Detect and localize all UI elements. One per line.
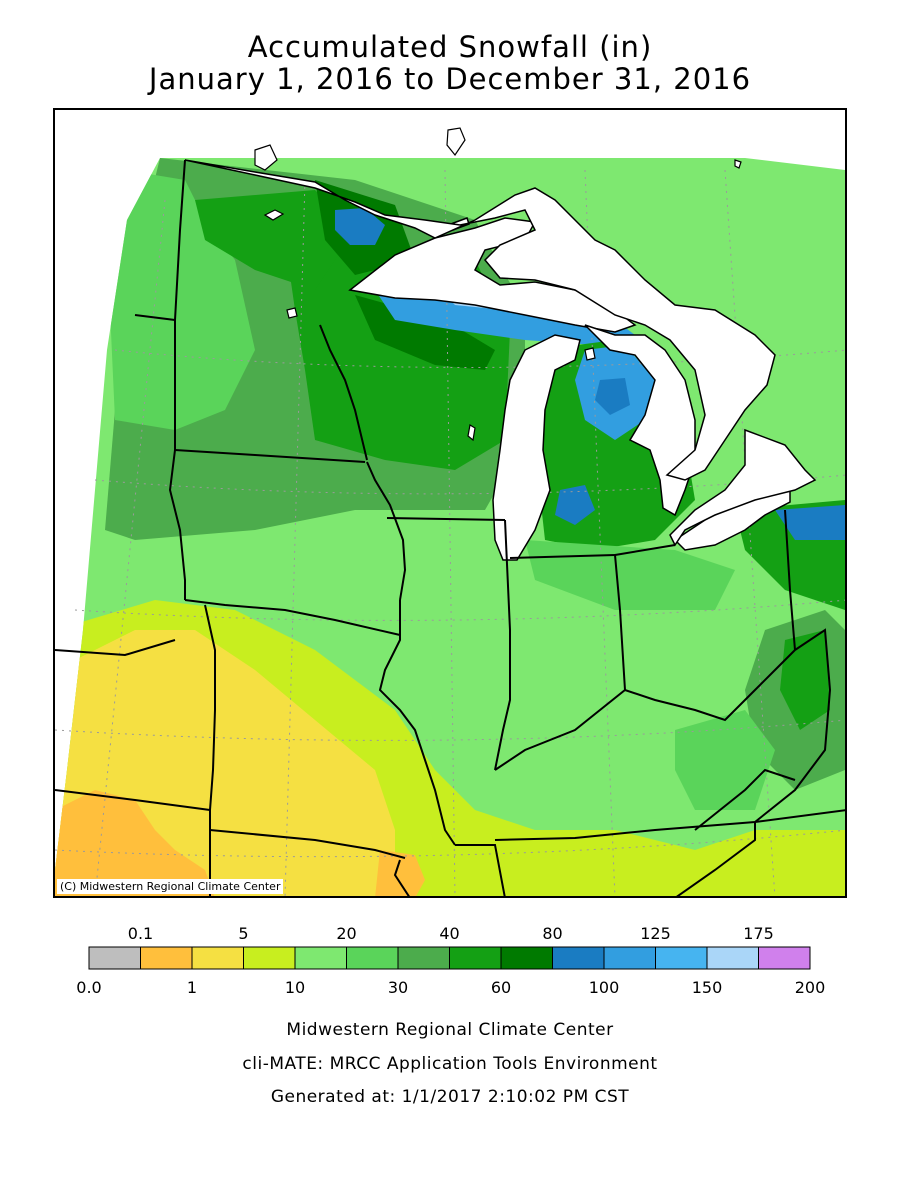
legend-top-labels: 0.1 5 20 40 80 125 175 — [128, 924, 774, 943]
color-legend: 0.1 5 20 40 80 125 175 0.0 1 10 30 60 100 150 200 — [76, 924, 825, 997]
border-wv-va — [754, 628, 832, 823]
legend-label: 175 — [743, 924, 774, 943]
footer-organization: Midwestern Regional Climate Center — [286, 1020, 614, 1040]
legend-swatch — [88, 946, 141, 970]
contour-1-5-kansas — [55, 790, 215, 896]
legend-swatch — [140, 946, 193, 970]
border-mo-bootheel — [393, 859, 410, 896]
legend-swatch — [346, 946, 399, 970]
lake-superior — [348, 217, 637, 333]
contour-60-80-wi-north — [355, 295, 495, 370]
map-title: Accumulated Snowfall (in) — [247, 30, 653, 64]
legend-label: 30 — [388, 978, 408, 997]
legend-label: 125 — [640, 924, 671, 943]
border-nebraska-sd — [55, 639, 176, 657]
legend-swatch — [552, 946, 605, 970]
contour-80-100-duluth — [335, 208, 385, 245]
border-tn-south — [455, 844, 506, 896]
border-wi-iowa-il — [366, 461, 407, 601]
legend-label: 0.0 — [76, 978, 101, 997]
footer-generated-time: Generated at: 1/1/2017 2:10:02 PM CST — [270, 1087, 630, 1107]
grid-lines — [55, 169, 845, 896]
legend-swatch — [449, 946, 502, 970]
contour-sw-mi-blue — [555, 485, 595, 525]
legend-swatch — [294, 946, 347, 970]
legend-label: 60 — [491, 978, 511, 997]
border-mo-west — [204, 604, 216, 896]
footer-tool-name: cli-MATE: MRCC Application Tools Environ… — [242, 1054, 658, 1074]
snowfall-map: (C) Midwestern Regional Climate Center — [53, 108, 847, 898]
legend-swatch — [655, 946, 708, 970]
contour-1-5-se-mo — [375, 850, 425, 896]
legend-swatch — [397, 946, 450, 970]
lake-huron — [584, 324, 696, 517]
contour-erie-blue — [775, 505, 845, 540]
map-date-range: January 1, 2016 to December 31, 2016 — [148, 62, 752, 96]
legend-swatches — [88, 946, 811, 970]
legend-label: 5 — [238, 924, 248, 943]
legend-label: 10 — [285, 978, 305, 997]
border-iowa-west — [168, 449, 186, 600]
border-mi-oh — [614, 544, 676, 556]
border-ohio-river — [494, 649, 796, 771]
legend-label: 200 — [795, 978, 826, 997]
contour-nw-ohio — [525, 540, 735, 610]
canada-land — [184, 159, 817, 547]
border-oh-pa — [784, 509, 796, 651]
legend-swatch — [758, 946, 811, 970]
legend-label: 0.1 — [128, 924, 153, 943]
border-va-nc — [676, 822, 756, 896]
legend-label: 20 — [336, 924, 356, 943]
border-mo-ark — [209, 829, 406, 859]
border-ky-va — [694, 768, 796, 831]
legend-swatch — [243, 946, 296, 970]
border-kansas-north — [55, 789, 211, 811]
contour-wv-inner — [780, 630, 830, 730]
legend-label: 1 — [187, 978, 197, 997]
contour-ky-green — [455, 710, 675, 810]
contour-40-60-mn-west — [110, 170, 255, 430]
legend-swatch — [500, 946, 553, 970]
legend-label: 100 — [589, 978, 620, 997]
copyright-label: (C) Midwestern Regional Climate Center — [57, 879, 284, 894]
border-iowa-mo — [184, 599, 401, 636]
contour-lower-mi-inner — [595, 378, 630, 415]
border-mn-wi — [319, 324, 368, 461]
lake-michigan — [492, 334, 581, 561]
legend-label: 80 — [542, 924, 562, 943]
coastline-islands — [254, 127, 742, 442]
legend-swatch — [603, 946, 656, 970]
border-in-mi — [509, 554, 616, 559]
legend-label: 40 — [439, 924, 459, 943]
contour-60-80-mn-north — [195, 190, 355, 290]
legend-swatch — [706, 946, 759, 970]
legend-bottom-labels: 0.0 1 10 30 60 100 150 200 — [76, 978, 825, 997]
snowfall-map-canvas — [55, 127, 845, 896]
border-il-mo — [378, 600, 456, 846]
border-in-oh — [614, 554, 626, 691]
border-ky-tn — [494, 809, 845, 841]
border-wi-il — [386, 517, 506, 521]
legend-swatch — [191, 946, 244, 970]
border-mn-nd-west — [174, 159, 186, 450]
border-il-in — [494, 519, 511, 771]
state-borders — [55, 159, 845, 896]
legend-label: 150 — [692, 978, 723, 997]
border-nd-sd — [134, 314, 176, 321]
border-mn-iowa — [174, 449, 366, 463]
